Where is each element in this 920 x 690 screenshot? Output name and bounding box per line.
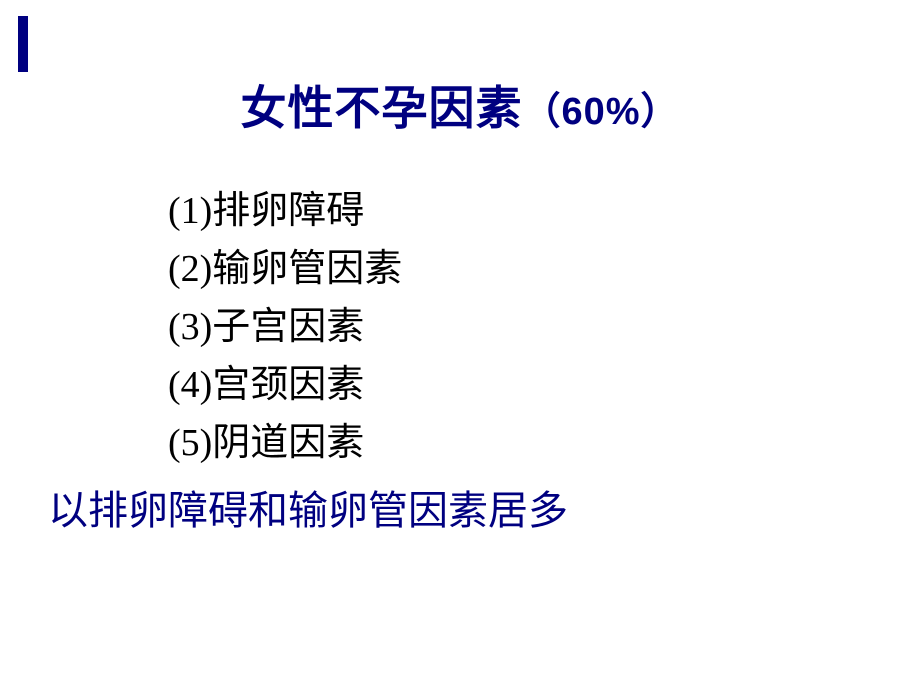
list-item: (4)宫颈因素	[168, 356, 402, 414]
slide: 女性不孕因素（60%） (1)排卵障碍 (2)输卵管因素 (3)子宫因素 (4)…	[0, 0, 920, 690]
list-item: (1)排卵障碍	[168, 182, 402, 240]
list-item: (5)阴道因素	[168, 414, 402, 472]
factor-list: (1)排卵障碍 (2)输卵管因素 (3)子宫因素 (4)宫颈因素 (5)阴道因素	[168, 182, 402, 472]
title-main-text: 女性不孕因素	[240, 82, 522, 134]
slide-title: 女性不孕因素（60%）	[0, 72, 920, 138]
title-percent-text: （60%）	[522, 91, 679, 133]
list-item: (3)子宫因素	[168, 298, 402, 356]
accent-bar	[18, 16, 28, 72]
summary-text: 以排卵障碍和输卵管因素居多	[48, 478, 568, 536]
list-item: (2)输卵管因素	[168, 240, 402, 298]
